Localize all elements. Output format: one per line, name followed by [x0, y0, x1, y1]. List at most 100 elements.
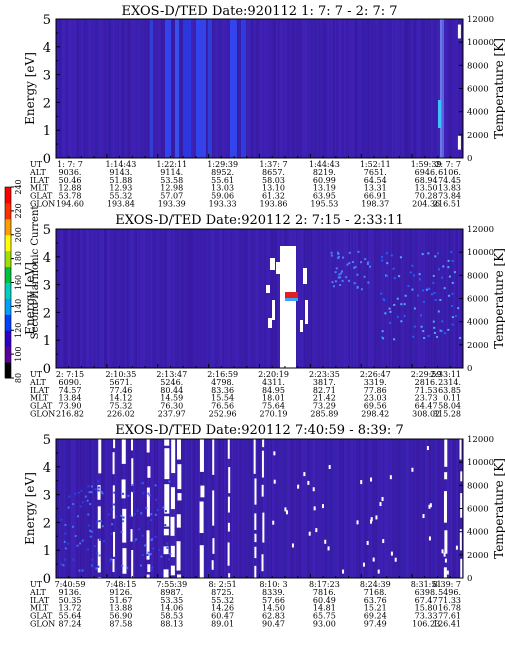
table-cell: 77.61 [438, 612, 461, 621]
saturated-streak [98, 577, 102, 578]
spectrogram-speck [101, 492, 104, 495]
spectrogram-speck [121, 564, 124, 567]
spectrogram-speck [78, 569, 81, 572]
spectrogram-speck [167, 558, 170, 561]
spectrogram-column [251, 19, 253, 158]
spectrogram-column [80, 19, 82, 158]
table-cell: 57.07 [160, 192, 183, 201]
spectrogram-column [288, 19, 290, 158]
saturated-streak [460, 558, 463, 578]
spectrogram-column [77, 229, 79, 368]
spectrogram-column [134, 19, 136, 158]
spectrogram-column [245, 439, 247, 578]
spectrogram-column [330, 19, 332, 158]
spectrogram-speck [367, 281, 370, 284]
saturated-streak [170, 545, 175, 558]
plot-area [56, 229, 463, 368]
spectrogram-speck [335, 267, 338, 270]
spectrogram-column [366, 229, 368, 368]
spectrogram-column [411, 19, 413, 158]
spectrogram-column [132, 439, 134, 578]
spectrogram-column [143, 439, 145, 578]
table-cell: 51.67 [109, 596, 132, 605]
spectrogram-column [221, 439, 223, 578]
table-cell: 298.42 [361, 410, 389, 419]
spectrogram-speck [354, 265, 357, 268]
spectrogram-column [161, 19, 163, 158]
spectrogram-column [65, 19, 67, 158]
table-cell: 226.02 [107, 410, 135, 419]
spectrogram-column [455, 229, 457, 368]
spectrogram-column [450, 19, 452, 158]
spectrogram-speck [338, 273, 341, 276]
table-cell: 9036. [59, 168, 82, 177]
spectrogram-column [264, 439, 266, 578]
spectrogram-column [297, 439, 299, 578]
spectrogram-column [225, 19, 227, 158]
spectrogram-column [363, 229, 365, 368]
spectrogram-column [179, 439, 181, 578]
spectrogram-column [153, 229, 155, 368]
colorbar-tick-label: 200 [14, 227, 23, 242]
spectrogram-column [119, 439, 121, 578]
spectrogram-column [218, 19, 220, 158]
spectrogram-column [368, 229, 370, 368]
spectrogram-speck [144, 544, 147, 547]
spectrogram-column [264, 229, 266, 368]
spectrogram-column [312, 439, 314, 578]
table-cell: 7651. [364, 168, 387, 177]
spectrogram-column [338, 229, 340, 368]
y-right-tick-label: 6000 [467, 505, 489, 515]
table-cell: 8:17:23 [309, 580, 340, 589]
spectrogram-column [374, 19, 376, 158]
spectrogram-column [204, 439, 206, 578]
spectrogram-column [219, 19, 221, 158]
spectrogram-column [125, 439, 127, 578]
spectrogram-column [404, 19, 406, 158]
table-row-label: GLON [30, 620, 55, 629]
spectrogram-column [219, 439, 221, 578]
spectrogram-column [69, 19, 71, 158]
table-cell: 315.28 [433, 410, 461, 419]
spectrogram-column [248, 439, 250, 578]
table-cell: 64.47 [415, 402, 438, 411]
table-cell: 73.33 [415, 612, 438, 621]
spectrogram-column [347, 229, 349, 368]
table-cell: 7:55:39 [156, 580, 187, 589]
spectrogram-column [137, 19, 139, 158]
saturated-streak [163, 528, 169, 536]
spectrogram-speck [389, 310, 392, 313]
spectrogram-column [404, 439, 406, 578]
table-cell: 50.46 [59, 176, 82, 185]
spectrogram-speck [412, 335, 415, 338]
spectrogram-speck [67, 542, 70, 545]
spectrogram-column [453, 439, 455, 578]
spectrogram-column [402, 19, 404, 158]
table-cell: 198.37 [361, 200, 389, 209]
saturated-streak [261, 450, 264, 478]
spectrogram-column [81, 229, 83, 368]
spectrogram-column [216, 19, 218, 158]
spectrogram-column [81, 19, 83, 158]
saturated-streak [170, 487, 175, 510]
table-cell: 126.41 [433, 620, 461, 629]
spectrogram-column [357, 19, 359, 158]
spectrogram-column [266, 229, 268, 368]
spectrogram-column [255, 439, 257, 578]
bright-feature [438, 100, 441, 128]
spectrogram-column [377, 19, 379, 158]
y-right-tick-label: 0 [467, 154, 472, 164]
spectrogram-column [381, 19, 383, 158]
spectrogram-column [357, 439, 359, 578]
colorbar-segment [5, 282, 11, 299]
spectrogram-column [236, 439, 238, 578]
spectrogram-column [396, 439, 398, 578]
saturated-streak [112, 558, 115, 573]
spectrogram-column [332, 439, 334, 578]
spectrogram-column [138, 19, 140, 158]
spectrogram-column [431, 19, 433, 158]
spectrogram-column [336, 19, 338, 158]
spectrogram-speck [72, 558, 75, 561]
saturated-streak [163, 569, 169, 578]
spectrogram-column [338, 439, 340, 578]
